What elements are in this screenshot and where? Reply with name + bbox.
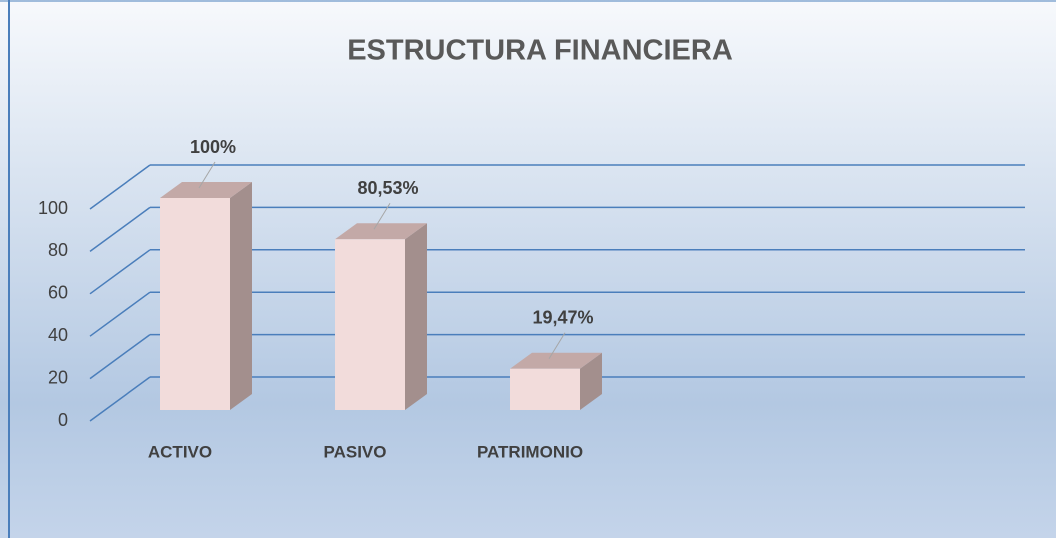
bar-side (230, 182, 252, 410)
bar (510, 368, 580, 410)
x-tick-label: ACTIVO (148, 442, 212, 461)
grid-line (89, 206, 151, 253)
leader-line (198, 161, 216, 189)
x-tick-label: PASIVO (324, 442, 387, 461)
grid-line (89, 164, 151, 210)
y-tick-label: 20 (48, 367, 68, 387)
bar-side (580, 352, 602, 410)
leader-line (548, 332, 566, 359)
x-tick-label: PATRIMONIO (477, 442, 583, 461)
grid-line (89, 249, 151, 295)
bar-top (335, 223, 427, 240)
bar-top (160, 182, 252, 198)
y-tick-label: 80 (48, 240, 68, 260)
y-tick-label: 40 (48, 325, 68, 345)
y-tick-label: 100 (38, 198, 68, 218)
value-label: 100% (190, 137, 236, 157)
y-tick-label: 60 (48, 283, 68, 303)
grid-line (89, 291, 151, 337)
bar (160, 198, 230, 410)
value-label: 19,47% (532, 307, 593, 327)
grid-line (89, 376, 151, 422)
leader-line (373, 203, 391, 230)
chart-title: ESTRUCTURA FINANCIERA (347, 35, 733, 67)
bar-side (405, 223, 427, 410)
bar (335, 239, 405, 410)
grid-line (89, 333, 151, 380)
y-tick-label: 0 (58, 410, 68, 430)
bar-top (510, 352, 602, 369)
value-label: 80,53% (357, 178, 418, 198)
